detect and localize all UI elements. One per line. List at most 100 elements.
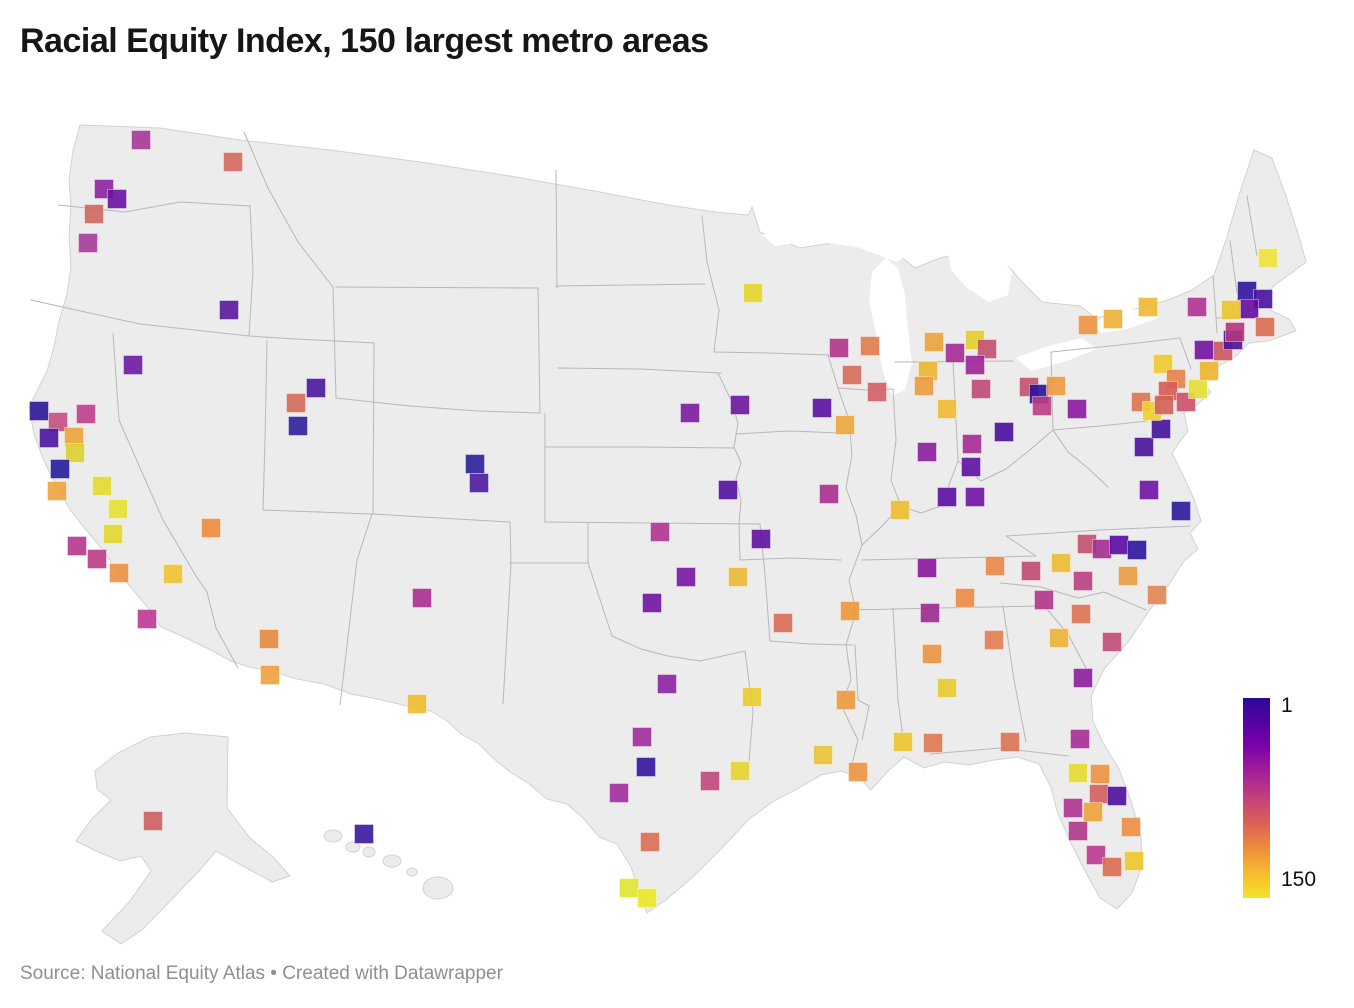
metro-square[interactable] <box>700 771 720 791</box>
metro-square[interactable] <box>143 811 163 831</box>
metro-square[interactable] <box>1188 379 1208 399</box>
metro-square[interactable] <box>961 457 981 477</box>
metro-square[interactable] <box>984 630 1004 650</box>
metro-square[interactable] <box>917 558 937 578</box>
metro-square[interactable] <box>840 601 860 621</box>
metro-square[interactable] <box>965 355 985 375</box>
metro-square[interactable] <box>848 762 868 782</box>
metro-square[interactable] <box>890 500 910 520</box>
metro-square[interactable] <box>412 588 432 608</box>
metro-square[interactable] <box>1153 354 1173 374</box>
metro-square[interactable] <box>955 588 975 608</box>
metro-square[interactable] <box>1034 590 1054 610</box>
metro-square[interactable] <box>962 434 982 454</box>
metro-square[interactable] <box>107 189 127 209</box>
metro-square[interactable] <box>84 204 104 224</box>
metro-square[interactable] <box>1154 395 1174 415</box>
metro-square[interactable] <box>1067 399 1087 419</box>
metro-square[interactable] <box>819 484 839 504</box>
metro-square[interactable] <box>1051 553 1071 573</box>
metro-square[interactable] <box>201 518 221 538</box>
metro-square[interactable] <box>1071 604 1091 624</box>
metro-square[interactable] <box>1151 419 1171 439</box>
metro-square[interactable] <box>1171 501 1191 521</box>
metro-square[interactable] <box>1255 317 1275 337</box>
metro-square[interactable] <box>842 365 862 385</box>
metro-square[interactable] <box>730 395 750 415</box>
metro-square[interactable] <box>1092 539 1112 559</box>
metro-square[interactable] <box>680 403 700 423</box>
metro-square[interactable] <box>937 487 957 507</box>
metro-square[interactable] <box>87 549 107 569</box>
metro-square[interactable] <box>743 283 763 303</box>
metro-square[interactable] <box>1127 540 1147 560</box>
metro-square[interactable] <box>76 404 96 424</box>
metro-square[interactable] <box>923 733 943 753</box>
metro-square[interactable] <box>867 382 887 402</box>
metro-square[interactable] <box>123 355 143 375</box>
metro-square[interactable] <box>465 454 485 474</box>
metro-square[interactable] <box>657 674 677 694</box>
metro-square[interactable] <box>109 563 129 583</box>
metro-square[interactable] <box>1109 535 1129 555</box>
metro-square[interactable] <box>742 687 762 707</box>
metro-square[interactable] <box>306 378 326 398</box>
metro-square[interactable] <box>223 152 243 172</box>
metro-square[interactable] <box>937 678 957 698</box>
metro-square[interactable] <box>642 593 662 613</box>
metro-square[interactable] <box>92 476 112 496</box>
metro-square[interactable] <box>469 473 489 493</box>
metro-square[interactable] <box>1194 340 1214 360</box>
metro-square[interactable] <box>835 415 855 435</box>
metro-square[interactable] <box>1032 396 1052 416</box>
metro-square[interactable] <box>718 480 738 500</box>
metro-square[interactable] <box>860 336 880 356</box>
metro-square[interactable] <box>636 757 656 777</box>
metro-square[interactable] <box>1083 802 1103 822</box>
metro-square[interactable] <box>163 564 183 584</box>
metro-square[interactable] <box>676 567 696 587</box>
metro-square[interactable] <box>1107 786 1127 806</box>
metro-square[interactable] <box>1121 817 1141 837</box>
metro-square[interactable] <box>917 442 937 462</box>
metro-square[interactable] <box>1078 315 1098 335</box>
metro-square[interactable] <box>773 613 793 633</box>
metro-square[interactable] <box>609 783 629 803</box>
metro-square[interactable] <box>259 629 279 649</box>
metro-square[interactable] <box>50 459 70 479</box>
metro-square[interactable] <box>1089 784 1109 804</box>
metro-square[interactable] <box>1046 376 1066 396</box>
metro-square[interactable] <box>1073 571 1093 591</box>
metro-square[interactable] <box>730 761 750 781</box>
metro-square[interactable] <box>1021 561 1041 581</box>
metro-square[interactable] <box>1134 437 1154 457</box>
metro-square[interactable] <box>78 233 98 253</box>
metro-square[interactable] <box>1063 798 1083 818</box>
metro-square[interactable] <box>29 401 49 421</box>
metro-square[interactable] <box>1090 764 1110 784</box>
metro-square[interactable] <box>407 694 427 714</box>
metro-square[interactable] <box>728 567 748 587</box>
metro-square[interactable] <box>1199 361 1219 381</box>
metro-square[interactable] <box>1049 628 1069 648</box>
metro-square[interactable] <box>1118 566 1138 586</box>
metro-square[interactable] <box>1239 299 1259 319</box>
metro-square[interactable] <box>1073 668 1093 688</box>
metro-square[interactable] <box>640 832 660 852</box>
metro-square[interactable] <box>977 339 997 359</box>
metro-square[interactable] <box>994 422 1014 442</box>
metro-square[interactable] <box>288 416 308 436</box>
metro-square[interactable] <box>945 343 965 363</box>
metro-square[interactable] <box>965 487 985 507</box>
metro-square[interactable] <box>1103 309 1123 329</box>
metro-square[interactable] <box>985 556 1005 576</box>
metro-square[interactable] <box>619 878 639 898</box>
metro-square[interactable] <box>812 398 832 418</box>
metro-square[interactable] <box>1124 851 1144 871</box>
metro-square[interactable] <box>1258 248 1278 268</box>
metro-square[interactable] <box>1187 297 1207 317</box>
metro-square[interactable] <box>632 727 652 747</box>
metro-square[interactable] <box>751 529 771 549</box>
metro-square[interactable] <box>1068 763 1088 783</box>
metro-square[interactable] <box>67 536 87 556</box>
